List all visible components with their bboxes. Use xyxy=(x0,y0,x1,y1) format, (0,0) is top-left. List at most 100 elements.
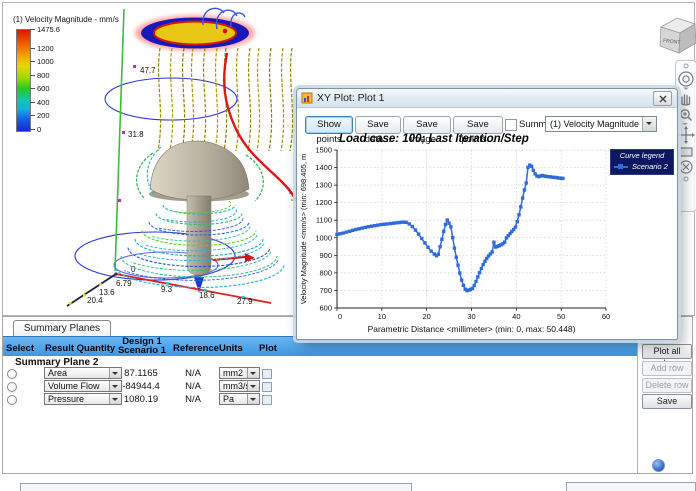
chevron-down-icon xyxy=(642,117,656,131)
svg-text:60: 60 xyxy=(602,312,610,321)
zoom-icon[interactable] xyxy=(677,107,695,125)
velocity-colorbar: (1) Velocity Magnitude - mm/s 1475.6 1200… xyxy=(13,15,193,145)
streamline xyxy=(169,47,174,152)
svg-text:50: 50 xyxy=(557,312,565,321)
delete-row-button[interactable]: Delete row xyxy=(642,378,692,393)
svg-text:700: 700 xyxy=(319,286,332,295)
window-titlebar[interactable]: XY Plot: Plot 1 xyxy=(297,89,677,108)
table-row: Volume Flow -84944.4 N/A mm3/s xyxy=(3,380,637,393)
inlet-boundary xyxy=(135,7,255,51)
panel-divider xyxy=(637,336,638,473)
navbar-grip[interactable] xyxy=(677,176,695,182)
save-points-button[interactable]: Save points... xyxy=(453,116,503,145)
svg-text:10: 10 xyxy=(378,312,386,321)
plot-all-values-button[interactable]: Plot all values xyxy=(642,344,692,368)
table-row: Area 87.1165 N/A mm2 xyxy=(3,367,637,380)
streamline xyxy=(165,209,237,223)
streamline xyxy=(247,47,252,152)
svg-text:Velocity Magnitude <mm/s> (mi: Velocity Magnitude <mm/s> (min: 698.405,… xyxy=(299,154,308,305)
column-design-scenario: Design 1 Scenario 1 xyxy=(117,336,167,356)
chevron-down-icon xyxy=(109,368,121,378)
save-image-button[interactable]: Save image... xyxy=(403,116,451,145)
units-dropdown[interactable]: Pa xyxy=(219,393,260,405)
streamline xyxy=(144,234,258,252)
streamline xyxy=(158,217,244,232)
result-quantity-value: (1) Velocity Magnitude xyxy=(550,119,640,129)
colorbar-tick xyxy=(30,101,35,103)
save-data-button[interactable]: Save data... xyxy=(355,116,401,145)
streamline xyxy=(172,200,232,214)
add-row-button[interactable]: Add row xyxy=(642,361,692,376)
units-dropdown[interactable]: mm3/s xyxy=(219,380,260,392)
plot-checkbox[interactable] xyxy=(262,395,272,405)
streamline xyxy=(137,243,265,262)
axis-tick-label: 18.6 xyxy=(199,291,215,300)
quantity-dropdown[interactable]: Pressure xyxy=(44,393,122,405)
center-icon[interactable] xyxy=(677,159,695,175)
navbar-grip[interactable] xyxy=(677,63,695,69)
pan-hand-icon[interactable] xyxy=(677,91,695,106)
streamline xyxy=(289,47,294,152)
viewcube[interactable]: FRONT xyxy=(655,9,696,61)
axis-tick-label: 6.79 xyxy=(116,279,132,288)
colorbar-tick-label: 0 xyxy=(37,125,42,134)
close-button[interactable] xyxy=(653,91,672,106)
steering-wheel-icon[interactable] xyxy=(677,70,695,90)
tab-summary-planes[interactable]: Summary Planes xyxy=(13,320,111,337)
streamline xyxy=(214,47,219,152)
minimized-panel-stub[interactable] xyxy=(20,483,412,491)
colorbar-tick-label: 1200 xyxy=(37,43,54,53)
legend-series-label: Scenario 2 xyxy=(632,162,668,171)
colorbar-tick xyxy=(30,129,35,130)
chevron-down-icon xyxy=(247,368,259,378)
column-units: Units xyxy=(219,343,243,354)
svg-text:40: 40 xyxy=(512,312,520,321)
legend-title: Curve legend xyxy=(619,151,665,160)
svg-text:0: 0 xyxy=(338,312,342,321)
quantity-dropdown[interactable]: Volume Flow xyxy=(44,380,122,392)
axis-tick-label: 9.3 xyxy=(161,285,173,294)
colorbar-tick-label: 600 xyxy=(37,84,50,94)
colorbar-tick-label: 200 xyxy=(37,111,50,121)
legend-marker xyxy=(614,163,628,169)
result-quantity-dropdown[interactable]: (1) Velocity Magnitude xyxy=(545,116,657,132)
streamline xyxy=(256,47,261,152)
axis-tick-label: 27.9 xyxy=(237,297,253,306)
save-button[interactable]: Save xyxy=(642,394,692,409)
chevron-down-icon xyxy=(109,381,121,391)
plot-checkbox[interactable] xyxy=(262,369,272,379)
look-at-icon[interactable] xyxy=(677,145,695,158)
colorbar-tick-label: 400 xyxy=(37,97,50,107)
streamline xyxy=(134,238,264,257)
colorbar-tick xyxy=(30,29,35,30)
viewcube-front-label: FRONT xyxy=(663,38,681,46)
select-radio[interactable] xyxy=(7,395,17,405)
streamline xyxy=(136,152,154,200)
select-radio[interactable] xyxy=(7,382,17,392)
streamline xyxy=(120,255,278,278)
axis-tick-label: 20.4 xyxy=(87,296,103,305)
help-globe-icon[interactable] xyxy=(652,459,665,472)
column-plot: Plot xyxy=(259,343,277,354)
colorbar-tick-label: 1475.6 xyxy=(37,25,60,34)
xy-chart[interactable]: 0 10 20 30 40 50 60 600 700 800 900 1000 1100 1200 130… xyxy=(297,129,677,337)
orbit-icon[interactable] xyxy=(677,126,695,144)
reference-value: N/A xyxy=(185,394,201,405)
streamline xyxy=(245,154,264,202)
plot-checkbox[interactable] xyxy=(262,382,272,392)
summary-checkbox[interactable] xyxy=(505,119,517,131)
units-dropdown[interactable]: mm2 xyxy=(219,367,260,379)
direction-arrow-down xyxy=(194,277,204,293)
show-points-button[interactable]: Show points xyxy=(305,116,353,145)
select-radio[interactable] xyxy=(7,369,17,379)
colorbar-tick-label: 1000 xyxy=(37,57,54,67)
colorbar-tick xyxy=(30,61,35,63)
ruler-label: 31.8 xyxy=(128,130,144,139)
valve-body xyxy=(149,140,255,293)
colorbar-title: (1) Velocity Magnitude - mm/s xyxy=(13,15,119,24)
navigation-bar xyxy=(675,60,696,212)
curve-legend: Curve legend Scenario 2 xyxy=(610,149,674,175)
svg-text:1000: 1000 xyxy=(315,233,332,242)
quantity-dropdown[interactable]: Area xyxy=(44,367,122,379)
